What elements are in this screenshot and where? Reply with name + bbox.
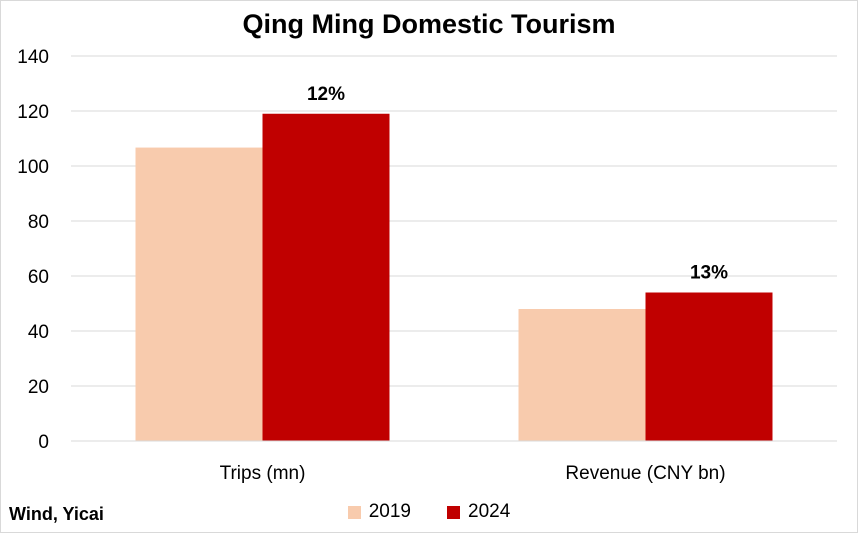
y-tick-label: 20 <box>28 377 49 398</box>
bar-2019-0 <box>135 147 263 441</box>
data-label: 12% <box>307 84 345 105</box>
bar-2024-0 <box>262 113 390 441</box>
legend-swatch-2019 <box>347 505 361 519</box>
data-label: 13% <box>690 263 728 284</box>
source-note: Wind, Yicai <box>9 504 104 524</box>
y-tick-label: 80 <box>28 212 49 233</box>
legend-swatch-2024 <box>447 505 460 519</box>
chart-title: Qing Ming Domestic Tourism <box>242 9 616 39</box>
y-tick-label: 100 <box>17 157 49 178</box>
y-tick-label: 140 <box>17 47 49 68</box>
legend-label-2019: 2019 <box>368 501 411 522</box>
legend-label-2024: 2024 <box>468 501 511 522</box>
category-label: Revenue (CNY bn) <box>565 463 725 484</box>
y-tick-label: 40 <box>28 322 49 343</box>
y-tick-label: 0 <box>38 432 49 453</box>
bar-2019-1 <box>518 309 646 441</box>
legend-item-2019: 2019 <box>347 501 411 523</box>
y-tick-label: 60 <box>28 267 49 288</box>
legend-item-2024: 2024 <box>447 501 510 523</box>
category-label: Trips (mn) <box>220 463 306 484</box>
y-tick-label: 120 <box>17 102 49 123</box>
legend: 2019 2024 <box>1 501 857 523</box>
bar-2024-1 <box>645 292 773 441</box>
